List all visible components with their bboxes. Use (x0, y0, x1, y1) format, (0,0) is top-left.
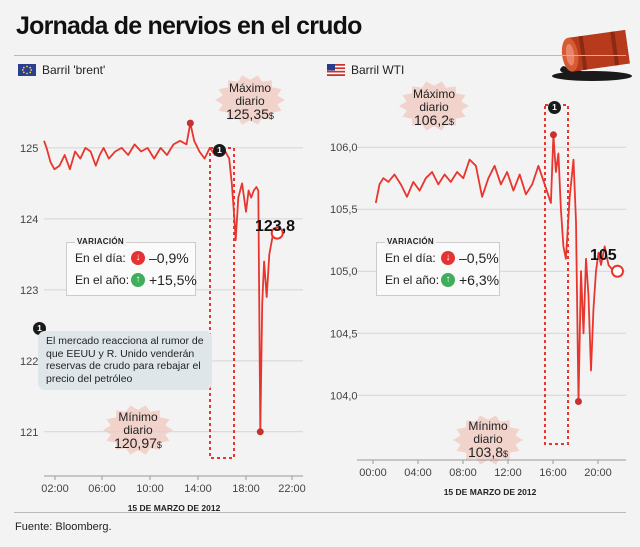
max-burst-1 (399, 81, 469, 131)
max-point-marker (186, 119, 194, 127)
y-tick-label: 104,0 (330, 390, 358, 402)
y-tick-label: 104,5 (330, 328, 358, 340)
y-tick-label: 106,0 (330, 142, 358, 154)
up-arrow-icon: ↑ (441, 273, 455, 287)
event-badge-brent: 1 (213, 144, 226, 157)
day-label-wti: En el día: (385, 251, 436, 265)
down-arrow-icon: ↓ (441, 251, 455, 265)
last-point-marker (610, 264, 624, 278)
min-annotation-wti: Mínimo diario 103,8$ (456, 420, 520, 461)
min-point-marker (574, 397, 582, 405)
variation-day-wti: En el día: ↓ –0,5% (385, 250, 499, 266)
series-name-brent: Barril 'brent' (42, 63, 106, 77)
y-tick-label: 105,0 (330, 266, 358, 278)
x-tick-label: 00:00 (359, 467, 387, 479)
last-point-marker (270, 226, 284, 240)
max-unit-brent: $ (268, 111, 274, 121)
legend-wti: Barril WTI (327, 63, 404, 77)
x-tick-label: 14:00 (184, 483, 212, 495)
min-value-brent: 120,97 (114, 435, 157, 451)
min-unit-brent: $ (156, 440, 162, 450)
legend-brent: Barril 'brent' (18, 63, 105, 77)
y-tick-label: 122 (20, 356, 38, 368)
footer-rule (14, 512, 626, 513)
x-tick-label: 18:00 (232, 483, 260, 495)
variation-year-wti: En el año: ↑ +6,3% (385, 272, 499, 288)
max-unit-wti: $ (449, 117, 455, 127)
max-burst-0 (215, 75, 285, 125)
last-value-brent: 123,8 (255, 218, 296, 235)
max-label-wti: Máximo diario (412, 87, 455, 114)
variation-year-brent: En el año: ↑ +15,5% (75, 272, 197, 288)
max-point-marker (549, 131, 557, 139)
x-tick-label: 08:00 (449, 467, 477, 479)
max-annotation-brent: Máximo diario 125,35$ (218, 82, 282, 123)
y-tick-label: 125 (20, 143, 38, 155)
max-label-brent: Máximo diario (228, 81, 271, 108)
variation-box-brent: VARIACIÓN En el día: ↓ –0,9% En el año: … (66, 237, 197, 296)
day-value-wti: –0,5% (459, 250, 499, 266)
x-axis-date-label: 15 DE MARZO DE 2012 (128, 503, 221, 513)
charts-canvas: 125 124 123 122 121 02:00 06:00 10:00 14:00 18:00… (20, 75, 626, 513)
variation-box-wti: VARIACIÓN En el día: ↓ –0,5% En el año: … (376, 237, 500, 296)
chart-title: Jornada de nervios en el crudo (16, 12, 362, 40)
header-rule (14, 55, 626, 56)
min-burst-1 (453, 415, 523, 465)
day-label-brent: En el día: (75, 251, 126, 265)
up-arrow-icon: ↑ (131, 273, 145, 287)
x-tick-label: 22:00 (278, 483, 306, 495)
x-tick-label: 16:00 (539, 467, 567, 479)
min-unit-wti: $ (503, 449, 509, 459)
max-value-wti: 106,2 (413, 112, 450, 128)
x-tick-label: 12:00 (494, 467, 522, 479)
us-flag-icon (327, 64, 345, 76)
max-value-brent: 125,35 (226, 106, 269, 122)
event-badge-wti: 1 (548, 101, 561, 114)
event-highlight-box (209, 147, 235, 459)
source-note: Fuente: Bloomberg. (15, 521, 112, 533)
series-name-wti: Barril WTI (351, 63, 405, 77)
x-tick-label: 06:00 (88, 483, 116, 495)
year-label-wti: En el año: (385, 273, 440, 287)
min-point-marker (256, 428, 264, 436)
min-label-wti: Mínimo diario (468, 419, 508, 446)
min-value-wti: 103,8 (467, 444, 504, 460)
min-label-brent: Mínimo diario (118, 410, 158, 437)
min-annotation-brent: Mínimo diario 120,97$ (106, 411, 170, 452)
last-value-wti: 105 (590, 247, 617, 264)
x-axis-date-label: 15 DE MARZO DE 2012 (444, 487, 537, 497)
event-highlight-box (544, 104, 569, 445)
year-label-brent: En el año: (75, 273, 130, 287)
year-value-brent: +15,5% (149, 272, 197, 288)
eu-flag-icon (18, 64, 36, 76)
year-value-wti: +6,3% (459, 272, 500, 288)
min-burst-0 (103, 405, 173, 455)
x-tick-label: 20:00 (584, 467, 612, 479)
series-line-brent (43, 122, 275, 433)
x-tick-label: 04:00 (404, 467, 432, 479)
max-annotation-wti: Máximo diario 106,2$ (404, 88, 464, 129)
note-text: El mercado reacciona al rumor de que EEU… (38, 331, 212, 390)
y-tick-label: 123 (20, 285, 38, 297)
y-tick-label: 105,5 (330, 204, 358, 216)
variation-title-wti: VARIACIÓN (385, 237, 436, 246)
x-tick-label: 10:00 (136, 483, 164, 495)
variation-title-brent: VARIACIÓN (75, 237, 126, 246)
day-value-brent: –0,9% (149, 250, 189, 266)
y-tick-label: 124 (20, 214, 38, 226)
variation-day-brent: En el día: ↓ –0,9% (75, 250, 189, 266)
series-line-wti (374, 133, 615, 403)
down-arrow-icon: ↓ (131, 251, 145, 265)
x-tick-label: 02:00 (41, 483, 69, 495)
y-tick-label: 121 (20, 427, 38, 439)
